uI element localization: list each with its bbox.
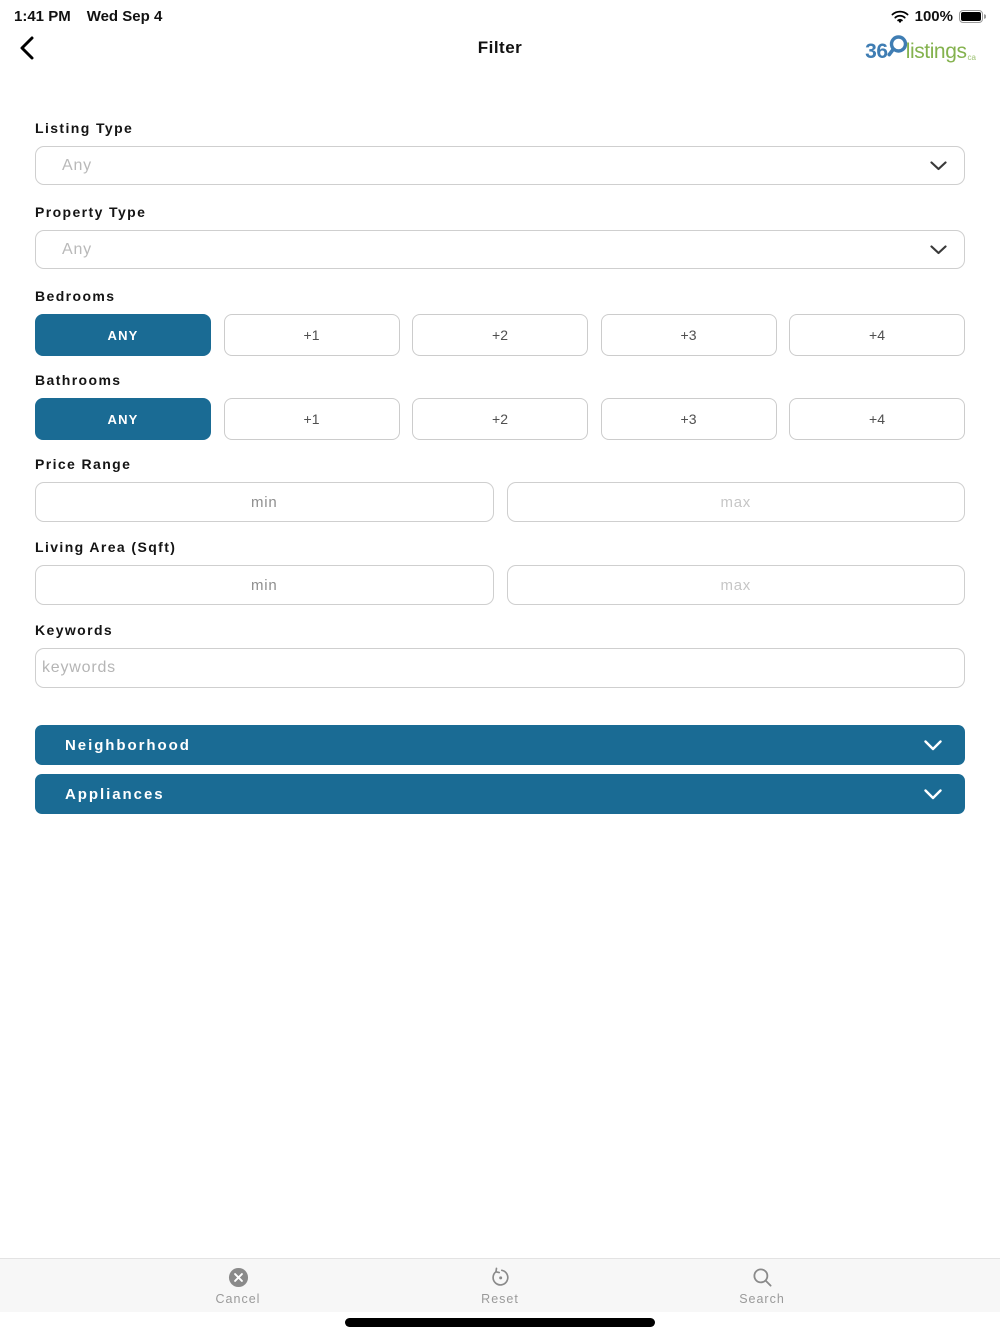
listing-type-label: Listing Type (35, 120, 134, 136)
keywords-label: Keywords (35, 622, 114, 638)
neighborhood-section-toggle[interactable]: Neighborhood (35, 725, 965, 765)
header: Filter 36 listings ca (0, 26, 1000, 70)
reset-button[interactable]: Reset (450, 1259, 550, 1312)
price-range-row (35, 482, 965, 522)
bathrooms-plus1-button[interactable]: +1 (223, 398, 400, 440)
bathrooms-plus4-button[interactable]: +4 (789, 398, 965, 440)
status-right: 100% (891, 8, 986, 25)
filter-form: Listing Type Any Property Type Any Bedro… (35, 70, 965, 814)
logo-prefix: 36 (865, 40, 888, 63)
bathrooms-plus2-button[interactable]: +2 (412, 398, 588, 440)
bathrooms-any-button[interactable]: ANY (35, 398, 211, 440)
property-type-value: Any (62, 240, 92, 258)
home-indicator[interactable] (345, 1318, 655, 1327)
wifi-icon (891, 10, 909, 23)
living-area-max-input[interactable] (506, 565, 965, 605)
search-label: Search (739, 1292, 785, 1306)
reset-icon (490, 1267, 511, 1288)
bedrooms-options: ANY +1 +2 +3 +4 (35, 314, 965, 356)
living-area-label: Living Area (Sqft) (35, 539, 177, 555)
cancel-button[interactable]: Cancel (188, 1259, 288, 1312)
bedrooms-plus2-button[interactable]: +2 (412, 314, 588, 356)
cancel-label: Cancel (215, 1292, 261, 1306)
chevron-down-icon (924, 739, 942, 751)
search-button[interactable]: Search (712, 1259, 812, 1312)
magnifier-logo-icon (887, 35, 908, 62)
property-type-select[interactable]: Any (35, 230, 965, 269)
bedrooms-plus4-button[interactable]: +4 (789, 314, 965, 356)
bathrooms-options: ANY +1 +2 +3 +4 (35, 398, 965, 440)
chevron-down-icon (930, 244, 947, 255)
appliances-section-toggle[interactable]: Appliances (35, 774, 965, 814)
neighborhood-section-label: Neighborhood (65, 736, 191, 754)
reset-label: Reset (481, 1292, 519, 1306)
price-range-label: Price Range (35, 456, 132, 472)
search-icon (752, 1267, 773, 1288)
page-title: Filter (477, 38, 523, 57)
status-bar: 1:41 PM Wed Sep 4 100% (0, 0, 1000, 26)
status-date: Wed Sep 4 (86, 7, 163, 25)
bathrooms-plus3-button[interactable]: +3 (600, 398, 777, 440)
chevron-down-icon (930, 160, 947, 171)
property-type-label: Property Type (35, 204, 147, 220)
battery-icon (959, 9, 986, 23)
battery-percent: 100% (914, 7, 953, 25)
status-time: 1:41 PM (14, 7, 71, 25)
price-min-input[interactable] (35, 482, 494, 522)
bedrooms-plus3-button[interactable]: +3 (600, 314, 777, 356)
bathrooms-label: Bathrooms (35, 372, 122, 388)
listing-type-value: Any (62, 156, 92, 174)
price-max-input[interactable] (506, 482, 965, 522)
app-logo: 36 listings ca (865, 35, 976, 62)
keywords-input[interactable] (35, 648, 965, 688)
bedrooms-any-button[interactable]: ANY (35, 314, 211, 356)
status-left: 1:41 PM Wed Sep 4 (14, 8, 162, 25)
listing-type-select[interactable]: Any (35, 146, 965, 185)
logo-tld: ca (967, 53, 976, 62)
back-button[interactable] (10, 33, 44, 65)
bedrooms-label: Bedrooms (35, 288, 116, 304)
close-circle-icon (228, 1267, 249, 1288)
bedrooms-plus1-button[interactable]: +1 (223, 314, 400, 356)
appliances-section-label: Appliances (65, 785, 165, 803)
logo-suffix: listings (905, 40, 967, 63)
living-area-row (35, 565, 965, 605)
living-area-min-input[interactable] (35, 565, 494, 605)
chevron-down-icon (924, 788, 942, 800)
bottom-toolbar: Cancel Reset Search (0, 1258, 1000, 1312)
